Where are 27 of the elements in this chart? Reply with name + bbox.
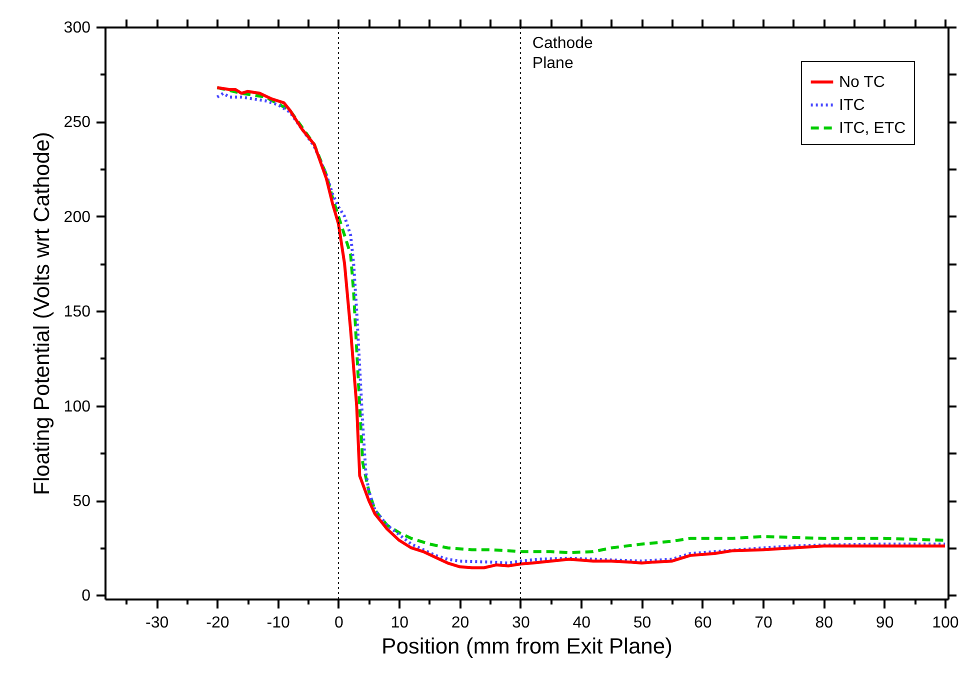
x-tick-label: 30 xyxy=(512,614,530,632)
y-tick-label: 250 xyxy=(64,114,91,132)
x-tick-label: -10 xyxy=(266,614,290,632)
y-tick-label: 0 xyxy=(82,588,91,605)
x-tick-label: 80 xyxy=(815,614,834,632)
y-tick-label: 300 xyxy=(64,20,91,36)
legend-label: ITC, ETC xyxy=(839,120,906,137)
y-tick-label: 150 xyxy=(64,304,91,321)
x-tick-label: 100 xyxy=(932,614,959,632)
x-tick-label: 20 xyxy=(451,614,470,632)
y-tick-label: 50 xyxy=(72,493,91,510)
y-tick-label: 200 xyxy=(64,208,91,226)
x-tick-label: 10 xyxy=(390,614,409,632)
x-tick-label: 90 xyxy=(876,614,894,632)
x-tick-label: 60 xyxy=(694,614,712,632)
x-tick-label: 70 xyxy=(754,614,773,632)
ref-line-label: Cathode Plane xyxy=(532,35,594,72)
x-tick-label: -20 xyxy=(206,614,230,632)
x-tick-label: 50 xyxy=(633,614,652,632)
x-tick-label: 40 xyxy=(572,614,591,632)
y-tick-label: 100 xyxy=(64,398,91,416)
legend-label: No TC xyxy=(839,74,885,91)
legend-label: ITC xyxy=(839,97,865,114)
x-tick-label: -30 xyxy=(145,614,169,632)
x-axis-title: Position (mm from Exit Plane) xyxy=(382,634,672,658)
y-axis-title: Floating Potential (Volts wrt Cathode) xyxy=(28,132,54,496)
x-tick-label: 0 xyxy=(334,614,344,632)
